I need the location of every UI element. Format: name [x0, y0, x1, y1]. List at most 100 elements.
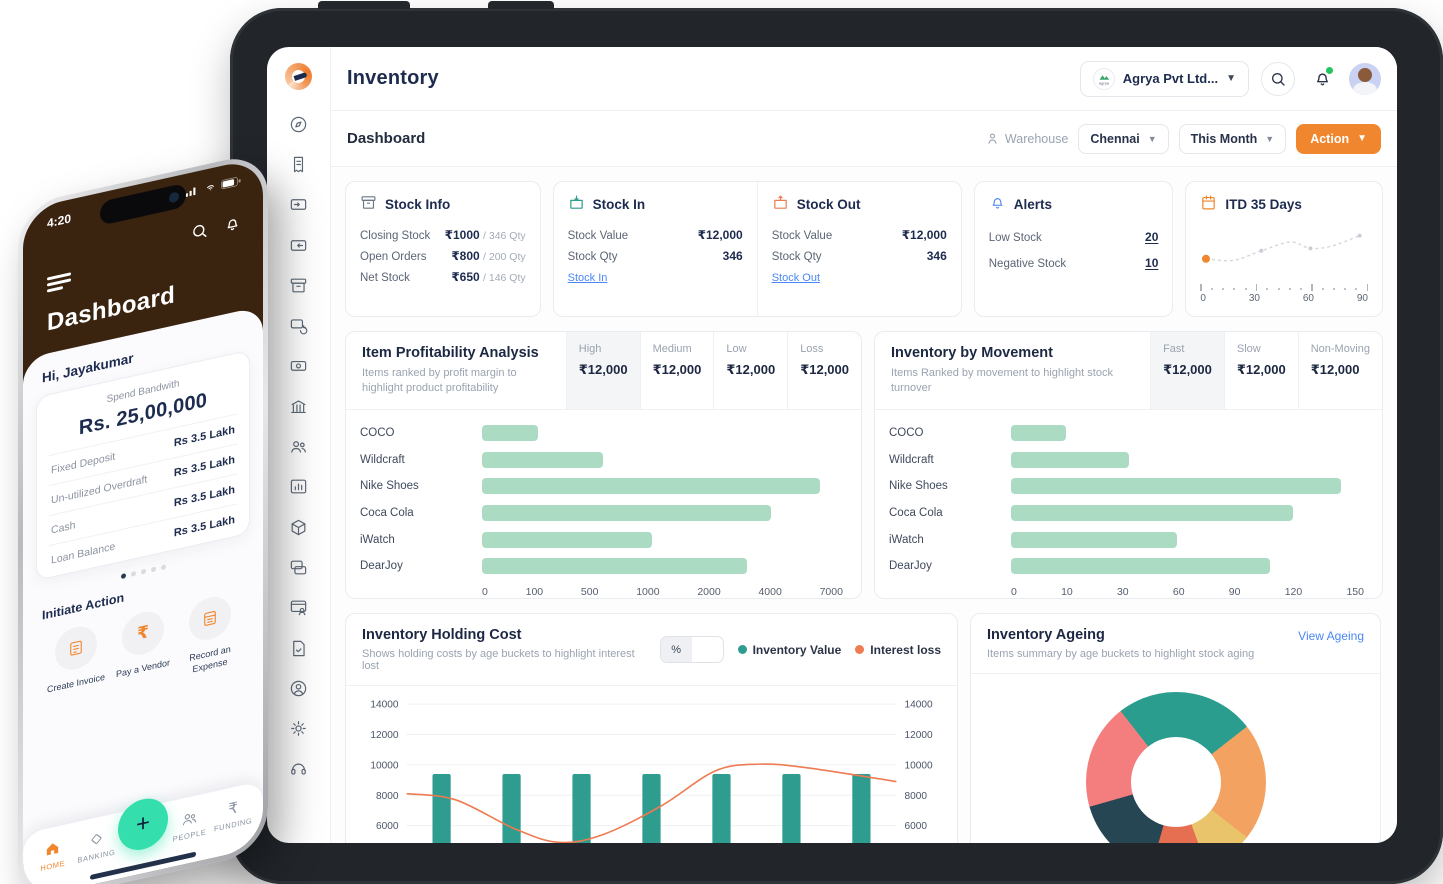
stock-out-link[interactable]: Stock Out — [771, 272, 820, 284]
stat-label: Stock Value — [771, 229, 833, 242]
search-icon — [1272, 72, 1285, 86]
sidebar-item-users-group[interactable] — [279, 426, 319, 466]
stat-value: 346 — [926, 248, 947, 263]
sidebar-item-card-out[interactable] — [279, 225, 319, 265]
svg-text:14000: 14000 — [370, 700, 398, 711]
nav-home[interactable]: HOME — [31, 835, 75, 875]
axis-tick: 2000 — [697, 585, 721, 598]
sidebar-item-bank[interactable] — [279, 386, 319, 426]
sidebar — [267, 47, 331, 843]
sidebar-item-package[interactable] — [279, 507, 319, 547]
warehouse-select[interactable]: Chennai ▼ — [1078, 123, 1169, 154]
carousel-dot[interactable] — [160, 564, 166, 571]
alert-count[interactable]: 20 — [1145, 230, 1159, 244]
movement-tab-fast[interactable]: Fast ₹12,000 — [1150, 332, 1224, 409]
phone-bell-icon[interactable] — [224, 214, 241, 235]
search-button[interactable] — [1261, 61, 1295, 96]
axis-tick: 0 — [1011, 585, 1017, 598]
profitability-tab-medium[interactable]: Medium ₹12,000 — [639, 332, 714, 409]
action-record-an-expense[interactable]: Record an Expense — [178, 590, 242, 678]
tablet-top-button — [318, 1, 410, 9]
sidebar-item-cash[interactable] — [279, 346, 319, 386]
notifications-button[interactable] — [1307, 64, 1337, 94]
action-pay-a-vendor[interactable]: ₹ Pay a Vendor — [111, 605, 175, 693]
user-avatar[interactable] — [1349, 62, 1381, 95]
bar-row: Coca Cola — [360, 500, 843, 527]
company-selector[interactable]: agrya Agrya Pvt Ltd... ▼ — [1079, 60, 1249, 97]
carousel-dot[interactable] — [130, 570, 136, 578]
card-out-icon — [289, 236, 308, 255]
action-create-invoice[interactable]: Create Invoice — [44, 620, 108, 708]
stat-label: Stock Qty — [771, 250, 822, 263]
sidebar-item-user-circle[interactable] — [279, 668, 319, 708]
sidebar-item-card-refresh[interactable] — [279, 305, 319, 345]
bandwidth-label: Loan Balance — [51, 539, 116, 567]
calendar-icon — [1200, 194, 1217, 214]
browser-user-icon — [289, 598, 308, 617]
profitability-tab-loss[interactable]: Loss ₹12,000 — [787, 332, 861, 409]
axis-tick: 60 — [1302, 293, 1314, 304]
bank-icon — [289, 397, 308, 416]
sidebar-item-compass[interactable] — [279, 104, 319, 144]
nav-banking[interactable]: BANKING — [75, 826, 119, 866]
profitability-tab-low[interactable]: Low ₹12,000 — [713, 332, 787, 409]
cards-stack-icon — [289, 558, 308, 577]
alert-row: Low Stock 20 — [989, 224, 1159, 250]
percent-toggle-left: % — [660, 637, 692, 662]
sidebar-item-bar-chart[interactable] — [279, 467, 319, 507]
alert-label: Negative Stock — [988, 258, 1067, 270]
view-ageing-link[interactable]: View Ageing — [1298, 629, 1364, 643]
stat-value: ₹650 / 146 Qty — [451, 269, 526, 284]
warehouse-label: Warehouse — [985, 131, 1068, 146]
bar-row: DearJoy — [360, 553, 843, 580]
movement-tab-non-moving[interactable]: Non-Moving ₹12,000 — [1297, 332, 1382, 409]
alert-count[interactable]: 10 — [1145, 256, 1159, 270]
carousel-dot[interactable] — [150, 566, 156, 573]
sidebar-item-headset[interactable] — [279, 749, 319, 789]
movement-tab-slow[interactable]: Slow ₹12,000 — [1223, 332, 1298, 409]
action-button[interactable]: Action ▼ — [1296, 123, 1381, 154]
axis-tick: 100 — [525, 585, 544, 598]
nav-label: HOME — [40, 858, 66, 874]
tab-value: ₹12,000 — [726, 362, 776, 377]
sidebar-item-cards-stack[interactable] — [279, 547, 319, 587]
axis-tick: 4000 — [758, 585, 782, 598]
sidebar-item-settings-gear[interactable] — [279, 708, 319, 748]
sidebar-item-browser-user[interactable] — [279, 588, 319, 628]
cash-icon — [289, 356, 308, 375]
carousel-dot[interactable] — [140, 568, 146, 575]
sidebar-item-card-in[interactable] — [279, 185, 319, 225]
legend-item: Inventory Value — [737, 643, 841, 657]
stock-in-link[interactable]: Stock In — [567, 272, 608, 284]
nav-people[interactable]: PEOPLE — [168, 805, 212, 845]
invoice-icon — [55, 622, 97, 674]
bar-row: COCO — [360, 420, 843, 447]
axis-tick: 0 — [482, 585, 488, 598]
alert-label: Low Stock — [988, 232, 1042, 244]
itd-axis — [1200, 284, 1368, 291]
phone-search-icon[interactable] — [191, 221, 208, 242]
chevron-down-icon: ▼ — [1357, 133, 1367, 144]
period-select[interactable]: This Month ▼ — [1178, 123, 1287, 154]
movement-axis: 0 10 30 60 90 120 150 — [1011, 586, 1364, 598]
bar-row: DearJoy — [889, 553, 1364, 580]
sub-header: Dashboard Warehouse Chennai ▼ This Month ▼ — [331, 111, 1397, 167]
user-circle-icon — [289, 679, 308, 698]
carousel-dot[interactable] — [120, 573, 126, 580]
page-title: Inventory — [347, 67, 439, 89]
sidebar-item-receipt[interactable] — [279, 144, 319, 184]
sidebar-item-archive-box[interactable] — [279, 265, 319, 305]
axis-tick: 150 — [1346, 585, 1364, 598]
stat-label: Net Stock — [360, 271, 410, 284]
app-logo-icon[interactable] — [285, 63, 312, 90]
percent-toggle[interactable]: % — [659, 636, 724, 663]
nav-label: PEOPLE — [172, 827, 207, 844]
tab-value: ₹12,000 — [1310, 362, 1360, 377]
sidebar-item-document-check[interactable] — [279, 628, 319, 668]
chevron-down-icon: ▼ — [1265, 133, 1275, 144]
nav-funding[interactable]: ₹ FUNDING — [211, 796, 255, 834]
bar-row: Nike Shoes — [360, 473, 843, 500]
stat-value: ₹12,000 — [697, 227, 743, 242]
profitability-tab-high[interactable]: High ₹12,000 — [565, 332, 640, 409]
